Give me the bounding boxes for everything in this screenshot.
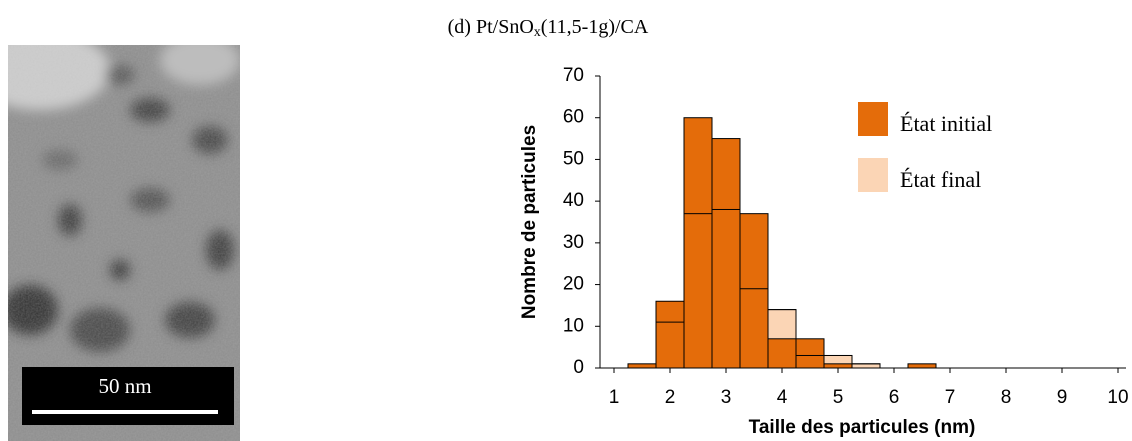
bar — [823, 363, 853, 369]
x-tick-label: 4 — [777, 387, 788, 408]
chart-title: (d) Pt/SnOx(11,5-1g)/CA — [448, 16, 649, 41]
x-axis-label: Taille des particules (nm) — [749, 417, 976, 438]
y-tick-label: 70 — [563, 65, 584, 86]
bar — [739, 213, 769, 369]
legend-label: État final — [900, 167, 981, 192]
bar — [907, 363, 937, 369]
y-tick-label: 10 — [563, 315, 584, 336]
y-axis-label: Nombre de particules — [519, 125, 540, 319]
y-tick-label: 0 — [573, 357, 584, 378]
bar — [795, 338, 825, 369]
x-tick-label: 10 — [1107, 387, 1128, 408]
x-tick-label: 6 — [889, 387, 900, 408]
title-subscript: x — [534, 25, 541, 40]
legend-label: État initial — [900, 111, 992, 136]
x-tick-label: 7 — [945, 387, 956, 408]
bar — [711, 138, 741, 369]
bar — [683, 117, 713, 369]
scale-bar-label: 50 nm — [98, 374, 151, 398]
x-tick-label: 5 — [833, 387, 844, 408]
bar — [627, 363, 657, 369]
title-main: (d) Pt/SnO — [448, 16, 534, 38]
bar — [767, 338, 797, 369]
x-tick-label: 8 — [1001, 387, 1012, 408]
y-tick-label: 30 — [563, 232, 584, 253]
bar — [655, 300, 685, 369]
y-tick-label: 20 — [563, 274, 584, 295]
legend-swatch — [858, 158, 888, 192]
tem-image: 50 nm — [8, 45, 240, 441]
x-tick-label: 9 — [1057, 387, 1068, 408]
bar — [851, 363, 881, 369]
title-rest: (11,5-1g)/CA — [541, 16, 649, 38]
x-tick-label: 1 — [609, 387, 620, 408]
y-tick-label: 50 — [563, 148, 584, 169]
x-tick-label: 2 — [665, 387, 676, 408]
legend-swatch — [858, 102, 888, 136]
y-tick-label: 40 — [563, 190, 584, 211]
y-tick-label: 60 — [563, 107, 584, 128]
x-tick-label: 3 — [721, 387, 732, 408]
